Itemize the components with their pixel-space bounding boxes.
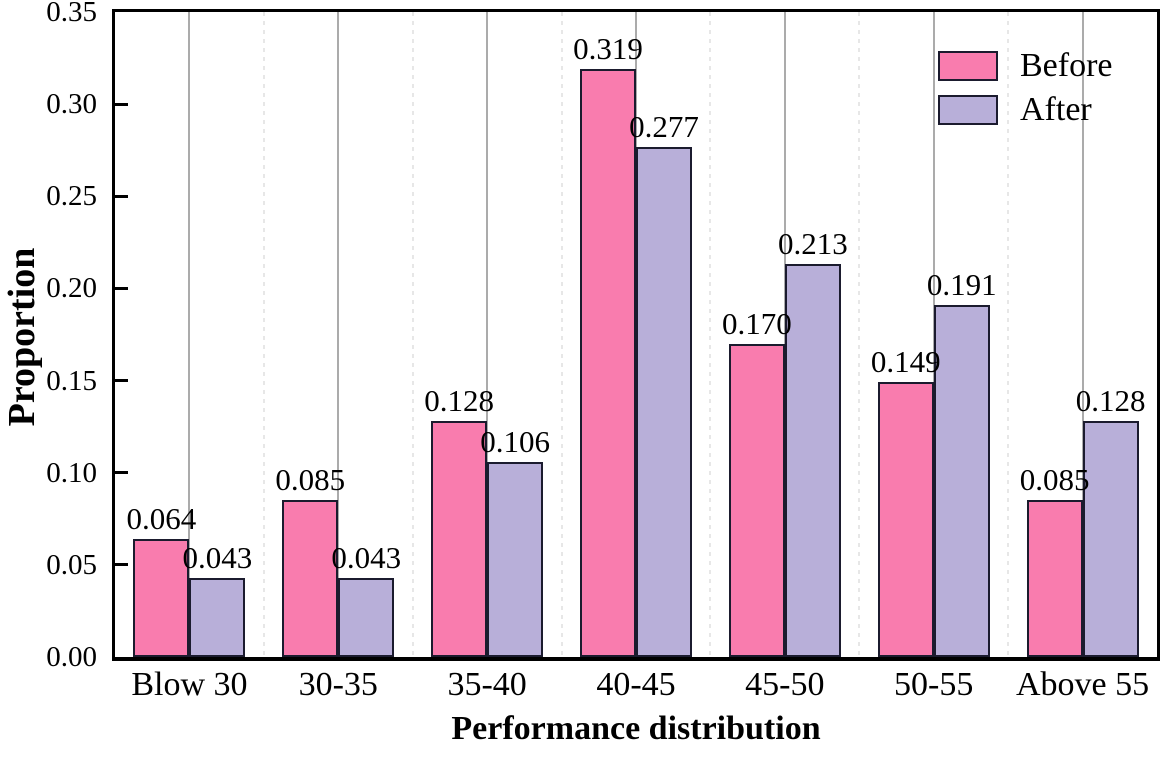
gridline-dashed	[411, 12, 414, 657]
bar-value-label: 0.064	[126, 501, 197, 537]
y-tick-label: 0.00	[46, 641, 97, 673]
bar-value-label: 0.277	[629, 108, 699, 144]
bar-value-label: 0.106	[480, 423, 551, 459]
y-tick-label: 0.20	[46, 272, 97, 305]
bar-before-30-35	[282, 500, 339, 657]
y-tick-label: 0.25	[46, 180, 97, 213]
gridline-dashed	[858, 12, 861, 657]
legend-item-before: Before	[938, 47, 1113, 84]
x-tick-label: 50-55	[894, 666, 974, 703]
bar-value-label: 0.149	[870, 344, 941, 380]
gridline-solid	[337, 12, 340, 657]
legend-label: After	[1020, 91, 1092, 128]
bar-before-above-55	[1026, 500, 1083, 657]
bar-after-above-55	[1082, 421, 1139, 657]
legend-swatch-after	[938, 95, 998, 125]
bar-after-blow-30	[189, 577, 246, 657]
x-tick-label: 45-50	[745, 666, 825, 703]
x-tick-label: 40-45	[596, 666, 676, 703]
x-tick-label: Blow 30	[131, 666, 248, 703]
bar-value-label: 0.319	[573, 31, 643, 67]
x-axis-title: Performance distribution	[451, 710, 821, 747]
gridline-dashed	[560, 12, 563, 657]
gridline-solid	[1081, 12, 1084, 657]
bar-before-40-45	[580, 69, 636, 657]
bar-value-label: 0.170	[721, 305, 792, 341]
y-tick	[115, 471, 128, 475]
bar-value-label: 0.085	[1019, 462, 1090, 498]
bar-before-45-50	[728, 343, 785, 657]
bar-value-label: 0.043	[331, 539, 402, 575]
y-axis-title: Proportion	[1, 247, 43, 427]
y-tick	[115, 102, 128, 106]
legend-swatch-before	[938, 51, 998, 81]
x-tick-label: 35-40	[447, 666, 527, 703]
y-tick	[115, 563, 128, 567]
bar-value-label: 0.191	[926, 267, 997, 302]
bar-after-50-55	[933, 305, 990, 657]
y-tick-label: 0.30	[46, 88, 97, 121]
y-tick	[115, 194, 128, 198]
bar-after-40-45	[636, 146, 692, 657]
bar-value-label: 0.043	[182, 539, 253, 575]
gridline-solid	[486, 12, 489, 657]
legend: Before After	[938, 47, 1113, 138]
legend-label: Before	[1020, 47, 1113, 84]
y-tick-label: 0.15	[46, 364, 97, 397]
gridline-dashed	[709, 12, 712, 657]
y-tick-label: 0.10	[46, 456, 97, 489]
y-tick	[115, 286, 128, 290]
gridline-solid	[188, 12, 191, 657]
bar-before-blow-30	[133, 539, 190, 657]
bar-after-45-50	[784, 264, 841, 657]
gridline-dashed	[1007, 12, 1010, 657]
y-tick-label: 0.05	[46, 548, 97, 581]
bar-after-35-40	[487, 461, 544, 657]
bar-value-label: 0.128	[1075, 383, 1146, 419]
bar-before-50-55	[877, 382, 934, 657]
bar-before-35-40	[431, 421, 488, 657]
x-tick-label: 30-35	[298, 666, 378, 703]
bar-after-30-35	[338, 577, 395, 657]
bar-value-label: 0.085	[275, 462, 346, 498]
bar-value-label: 0.128	[424, 383, 495, 419]
y-tick	[115, 379, 128, 383]
gridline-dashed	[262, 12, 265, 657]
x-tick-label: Above 55	[1015, 666, 1150, 703]
y-tick-label: 0.35	[46, 0, 97, 28]
legend-item-after: After	[938, 91, 1113, 128]
bar-value-label: 0.213	[777, 226, 848, 262]
